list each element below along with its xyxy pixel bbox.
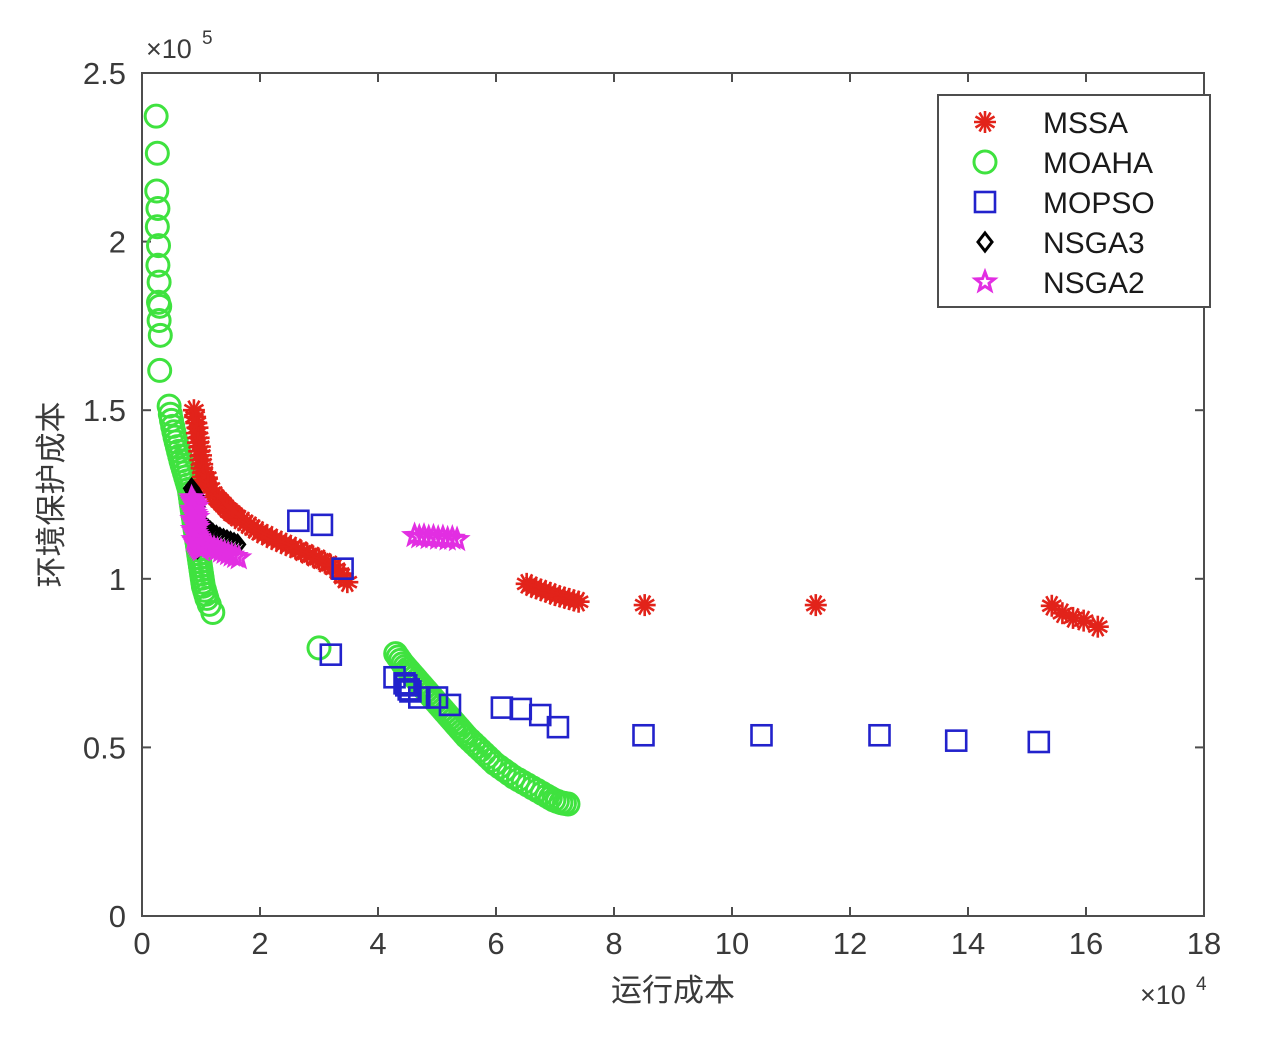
series-mssa (182, 399, 1109, 638)
marker-circle (143, 103, 169, 129)
plot-frame (141, 72, 1205, 917)
x-tick-label: 8 (605, 926, 622, 961)
x-tick-label: 12 (833, 926, 867, 961)
marker-circle (146, 233, 172, 259)
y-axis-title-group: 环境保护成本 (34, 402, 70, 588)
axis-ticks (141, 72, 1205, 917)
x-exponent-power: 4 (1196, 974, 1207, 995)
x-tick-label: 18 (1187, 926, 1221, 961)
marker-diamond (976, 230, 994, 254)
marker-asterisk (638, 594, 652, 616)
marker-circle (146, 308, 172, 334)
marker-circle (147, 357, 173, 383)
y-tick-label: 1 (109, 562, 126, 597)
x-tick-label: 4 (369, 926, 386, 961)
legend-item-mopso[interactable]: MOPSO (973, 187, 1155, 220)
axes-box (141, 72, 1205, 917)
marker-square (319, 643, 343, 666)
marker-circle (145, 252, 171, 278)
x-exponent-mantissa: ×10 (1140, 980, 1186, 1010)
marker-asterisk (809, 594, 823, 616)
legend-frame (937, 94, 1211, 308)
x-tick-label: 10 (715, 926, 749, 961)
marker-circle (555, 791, 581, 817)
marker-pentagram (225, 543, 253, 570)
marker-square (868, 723, 891, 747)
y-tick-label: 2.5 (83, 56, 126, 91)
marker-square (973, 190, 997, 214)
y-tick-label: 1.5 (83, 393, 126, 428)
marker-square (425, 686, 449, 709)
legend-label: MOPSO (1043, 187, 1155, 220)
marker-square (438, 693, 462, 717)
legend-item-moaha[interactable]: MOAHA (972, 147, 1153, 180)
y-tick-labels: 0 0.5 1 1.5 2 2.5 (83, 56, 126, 934)
series-nsga2 (177, 483, 471, 570)
legend-label: MOAHA (1043, 147, 1153, 180)
marker-circle (146, 269, 172, 295)
marker-circle (200, 600, 226, 626)
legend-label: MSSA (1043, 107, 1128, 140)
x-tick-labels: 0 2 4 6 8 10 12 14 16 18 (133, 926, 1221, 961)
legend[interactable]: MSSA MOAHA MOPSO NSGA3 NSGA2 (937, 94, 1211, 308)
legend-label: NSGA3 (1043, 227, 1145, 260)
y-tick-label: 0 (109, 899, 126, 934)
y-exponent-mantissa: ×10 (146, 34, 192, 64)
marker-square (331, 557, 354, 580)
marker-circle (147, 293, 173, 319)
marker-square (287, 509, 310, 533)
legend-label: NSGA2 (1043, 267, 1145, 300)
marker-square (1027, 730, 1051, 754)
marker-square (395, 674, 418, 697)
marker-circle (144, 178, 170, 204)
marker-square (750, 723, 773, 747)
marker-circle (144, 214, 170, 240)
x-tick-label: 2 (251, 926, 268, 961)
legend-item-mssa[interactable]: MSSA (974, 107, 1128, 140)
marker-square (393, 672, 416, 695)
marker-circle (145, 196, 171, 222)
series-mopso (287, 509, 1051, 754)
y-exponent-power: 5 (202, 28, 213, 49)
marker-asterisk (1055, 603, 1070, 624)
legend-item-nsga2[interactable]: NSGA2 (971, 267, 1145, 300)
x-axis-title: 运行成本 (611, 973, 735, 1009)
marker-circle (147, 322, 173, 348)
marker-circle (144, 140, 170, 166)
y-tick-label: 2 (109, 225, 126, 260)
marker-square (310, 513, 334, 537)
marker-square (944, 729, 968, 752)
marker-asterisk (571, 591, 586, 612)
marker-circle (972, 149, 998, 175)
y-axis-title: 环境保护成本 (34, 402, 70, 588)
y-tick-label: 0.5 (83, 730, 126, 765)
marker-asterisk (1091, 616, 1105, 637)
x-tick-label: 16 (1069, 926, 1103, 961)
marker-pentagram (971, 267, 999, 294)
y-axis-exponent: ×10 5 (146, 28, 213, 64)
x-tick-label: 6 (487, 926, 504, 961)
marker-asterisk (340, 571, 354, 593)
data-series-layer (143, 103, 1109, 817)
marker-square (407, 686, 431, 709)
x-tick-label: 0 (133, 926, 150, 961)
marker-asterisk (978, 111, 992, 133)
marker-pentagram (443, 525, 471, 552)
marker-square (528, 703, 552, 727)
marker-circle (306, 635, 332, 661)
legend-item-nsga3[interactable]: NSGA3 (976, 227, 1145, 260)
marker-square (632, 723, 655, 747)
x-tick-label: 14 (951, 926, 985, 961)
x-axis-exponent: ×10 4 (1140, 974, 1207, 1010)
marker-square (546, 715, 570, 739)
